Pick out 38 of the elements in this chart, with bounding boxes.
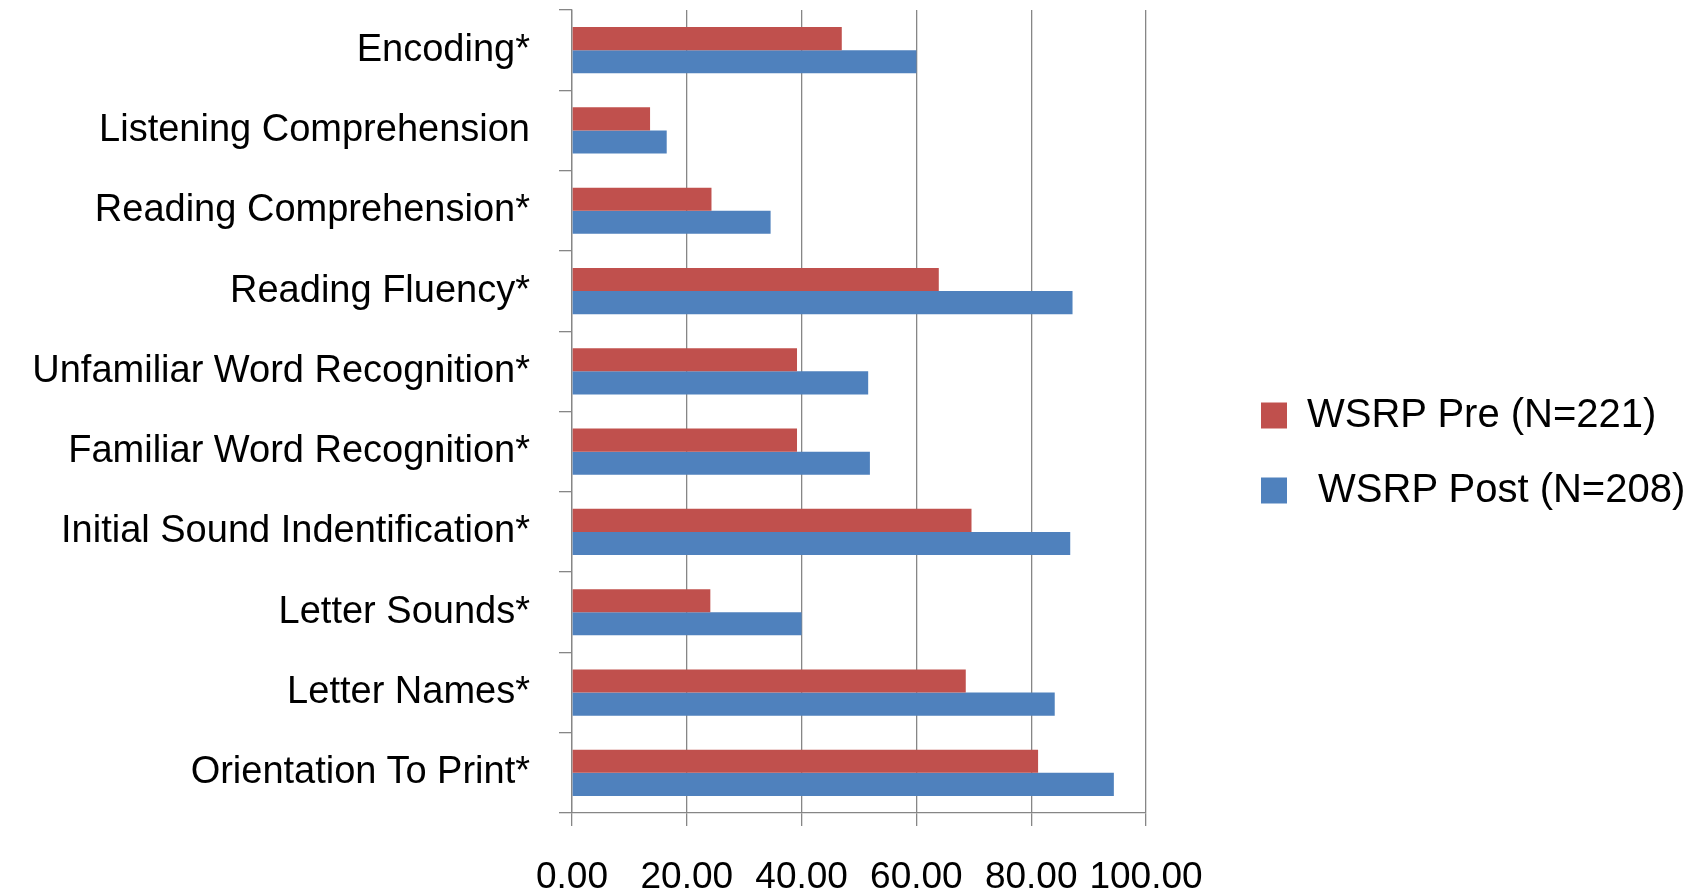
- y-tick-label: Orientation To Print*: [190, 749, 531, 792]
- x-tick-label: 60.00: [870, 855, 963, 896]
- bar: [572, 187, 712, 211]
- y-tick-label: Familiar Word Recognition*: [68, 428, 531, 471]
- bar: [572, 50, 917, 74]
- y-tick-label: Encoding*: [356, 26, 531, 69]
- y-tick-label: Unfamiliar Word Recognition*: [32, 347, 531, 390]
- y-tick-label: Initial Sound Indentification*: [61, 508, 531, 551]
- y-tick-label: Listening Comprehension: [99, 106, 530, 149]
- bar: [572, 692, 1055, 716]
- bar: [572, 130, 667, 154]
- bar: [572, 291, 1073, 315]
- x-tick-label: 40.00: [755, 855, 848, 896]
- y-tick-label: Reading Fluency*: [230, 267, 531, 310]
- bar: [572, 451, 870, 475]
- bar: [572, 531, 1071, 556]
- x-tick-label: 20.00: [640, 855, 734, 896]
- bar: [572, 267, 939, 292]
- x-tick-label: 80.00: [984, 855, 1078, 896]
- bar: [572, 27, 842, 51]
- bar: [572, 210, 771, 234]
- legend-label: WSRP Post (N=208): [1307, 465, 1686, 510]
- y-tick-label: Letter Names*: [287, 669, 531, 712]
- bar: [572, 612, 802, 636]
- x-tick-label: 0.00: [535, 855, 609, 896]
- legend-label: WSRP Pre (N=221): [1307, 390, 1657, 435]
- x-tick-label: 100.00: [1089, 855, 1203, 896]
- bar: [572, 371, 869, 395]
- bar: [572, 508, 972, 532]
- bar: [572, 669, 966, 693]
- bar: [572, 428, 798, 452]
- bar: [572, 749, 1039, 773]
- bar: [572, 589, 711, 613]
- bar: [572, 348, 798, 372]
- bar: [572, 107, 651, 131]
- bar: [572, 772, 1114, 796]
- y-tick-label: Letter Sounds*: [278, 588, 531, 631]
- y-tick-label: Reading Comprehension*: [94, 187, 531, 230]
